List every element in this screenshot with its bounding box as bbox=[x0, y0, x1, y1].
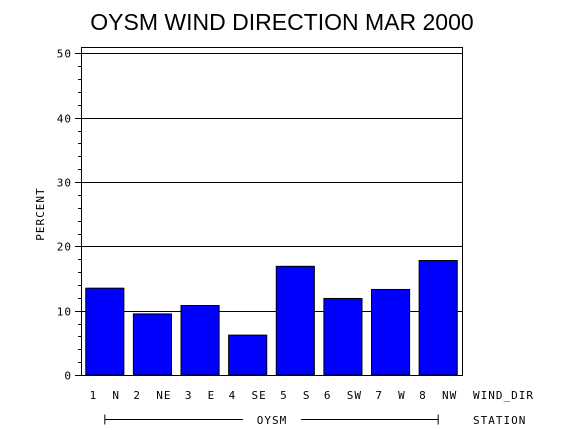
x-tick-label: 1 N bbox=[90, 389, 121, 402]
bars bbox=[85, 260, 458, 376]
bar bbox=[228, 334, 268, 376]
x-tick-label: 2 NE bbox=[133, 389, 171, 402]
x-tick-label: 3 E bbox=[185, 389, 216, 402]
y-tick-label: 40 bbox=[57, 113, 72, 126]
x-tick-label: 5 S bbox=[280, 389, 311, 402]
x-tick-label: 8 NW bbox=[419, 389, 457, 402]
chart-title: OYSM WIND DIRECTION MAR 2000 bbox=[90, 9, 473, 35]
x-tick-label: 7 W bbox=[375, 389, 406, 402]
bar bbox=[180, 305, 220, 376]
station-group-label: OYSM bbox=[257, 414, 288, 427]
bar bbox=[85, 287, 125, 376]
tick-labels: 0 10 20 30 40 50 1 N 2 NE 3 E 4 SE 5 S 6 SW 7 W 8 NW bbox=[57, 48, 457, 403]
y-axis-label: PERCENT bbox=[34, 187, 47, 240]
y-tick-label: 30 bbox=[57, 177, 72, 190]
x-tick-label: 4 SE bbox=[229, 389, 267, 402]
bar bbox=[418, 260, 458, 376]
x-axis-label: WIND_DIR bbox=[473, 389, 534, 402]
y-tick-label: 0 bbox=[64, 370, 72, 383]
bar bbox=[132, 313, 172, 376]
axes bbox=[75, 47, 463, 425]
y-tick-label: 50 bbox=[57, 48, 72, 61]
gridlines bbox=[81, 53, 462, 312]
bar bbox=[371, 288, 411, 376]
plot-frame bbox=[81, 47, 463, 376]
bar bbox=[323, 297, 363, 376]
x-tick-label: 6 SW bbox=[324, 389, 362, 402]
station-axis-label: STATION bbox=[473, 414, 526, 427]
y-tick-label: 20 bbox=[57, 241, 72, 254]
bar bbox=[275, 265, 315, 376]
y-tick-label: 10 bbox=[57, 306, 72, 319]
